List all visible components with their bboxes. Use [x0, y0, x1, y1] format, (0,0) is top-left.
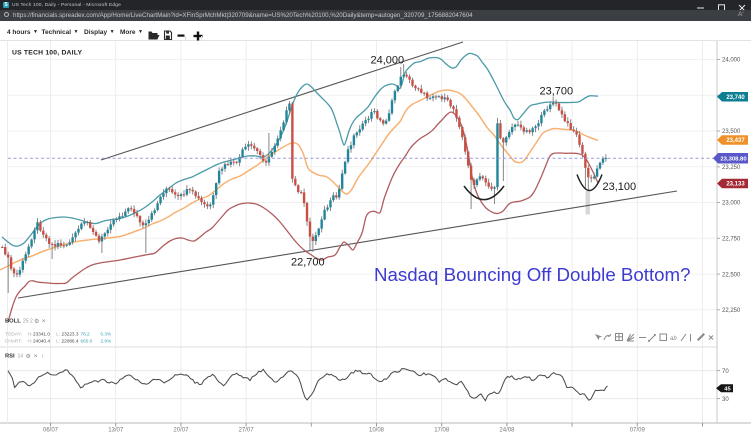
svg-text:24,000: 24,000 [371, 55, 405, 67]
svg-text:CHART:: CHART: [5, 339, 22, 344]
svg-text:23,000: 23,000 [722, 201, 741, 207]
svg-text:RSI: RSI [5, 354, 15, 360]
svg-text:23341.0: 23341.0 [33, 332, 50, 337]
svg-text:23,740: 23,740 [726, 95, 745, 101]
svg-text:20/07: 20/07 [173, 427, 189, 433]
svg-text:22086.4: 22086.4 [62, 339, 79, 344]
svg-text:Nasdaq Bouncing Off Double Bot: Nasdaq Bouncing Off Double Bottom? [374, 264, 691, 285]
svg-text:L:: L: [56, 339, 60, 344]
svg-text:17/08: 17/08 [434, 427, 450, 433]
svg-text:23,100: 23,100 [603, 181, 637, 193]
svg-text:24040.4: 24040.4 [33, 339, 50, 344]
svg-text:30: 30 [722, 397, 729, 403]
svg-text:27/07: 27/07 [239, 427, 255, 433]
svg-text:06/07: 06/07 [43, 427, 59, 433]
svg-text:70: 70 [722, 369, 729, 375]
svg-text:22,750: 22,750 [722, 237, 741, 243]
svg-text:⚙: ⚙ [26, 353, 31, 360]
svg-text:24/08: 24/08 [499, 427, 515, 433]
svg-text:24,000: 24,000 [722, 58, 741, 64]
svg-text:✕: ✕ [34, 354, 38, 360]
svg-text:23,437: 23,437 [726, 138, 745, 144]
svg-text:14: 14 [18, 354, 24, 360]
svg-text:0.3%: 0.3% [101, 332, 112, 337]
svg-text:25 2: 25 2 [23, 319, 33, 325]
svg-text:07/09: 07/09 [630, 427, 646, 433]
svg-text:22,250: 22,250 [722, 308, 741, 314]
svg-text:2.9%: 2.9% [101, 339, 112, 344]
svg-text:23,250: 23,250 [722, 165, 741, 171]
svg-text:✕: ✕ [42, 319, 46, 325]
svg-text:23223.3: 23223.3 [62, 332, 79, 337]
svg-text:US TECH 100, DAILY: US TECH 100, DAILY [12, 50, 82, 57]
svg-text:13/07: 13/07 [108, 427, 124, 433]
svg-text:ab: ab [670, 336, 677, 342]
svg-text:22,500: 22,500 [722, 272, 741, 278]
svg-text:23,500: 23,500 [722, 129, 741, 135]
svg-text:L:: L: [56, 332, 60, 337]
svg-text:23,133: 23,133 [726, 182, 745, 188]
svg-text:22,700: 22,700 [291, 257, 325, 269]
svg-text:10/08: 10/08 [369, 427, 385, 433]
svg-text:660.0: 660.0 [81, 339, 93, 344]
svg-text:23,308.80: 23,308.80 [720, 157, 747, 163]
svg-text:BOLL: BOLL [5, 319, 21, 325]
svg-text:23,700: 23,700 [540, 86, 574, 98]
svg-text:45: 45 [724, 386, 731, 392]
svg-text:TODAY:: TODAY: [5, 332, 22, 337]
svg-text:↑: ↑ [41, 354, 44, 360]
svg-text:H:: H: [28, 332, 33, 337]
svg-text:78.2: 78.2 [81, 332, 91, 337]
svg-text:⚙: ⚙ [34, 318, 39, 325]
svg-text:H:: H: [28, 339, 33, 344]
